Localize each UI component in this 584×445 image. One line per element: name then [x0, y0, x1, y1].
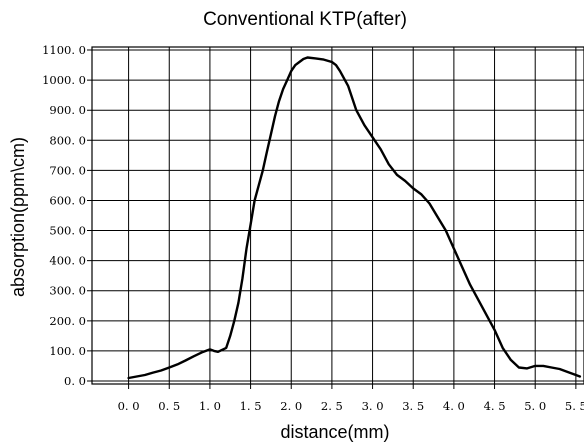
y-tick-label: 700. 0 [49, 163, 86, 177]
y-tick-label: 600. 0 [49, 193, 86, 207]
y-tick-label: 1000. 0 [42, 73, 86, 87]
x-tick-label: 5. 5 [565, 399, 584, 413]
chart-title: Conventional KTP(after) [203, 9, 407, 30]
x-tick-label: 5. 0 [524, 399, 546, 413]
y-axis-label: absorption(ppm\cm) [8, 137, 28, 297]
x-tick-label: 3. 0 [362, 399, 384, 413]
y-tick-label: 900. 0 [49, 103, 86, 117]
y-tick-label: 200. 0 [49, 314, 86, 328]
y-tick-label: 400. 0 [49, 254, 86, 268]
x-tick-label: 1. 5 [240, 399, 262, 413]
x-tick-label: 0. 5 [158, 399, 180, 413]
x-tick-label: 2. 0 [280, 399, 302, 413]
x-tick-label: 1. 0 [199, 399, 221, 413]
y-tick-label: 1100. 0 [42, 43, 86, 57]
x-tick-label: 3. 5 [402, 399, 424, 413]
x-axis-label: distance(mm) [280, 422, 389, 442]
x-axis-ticks: 0. 0 0. 5 1. 0 1. 5 2. 0 2. 5 3. 0 3. 5 4. 0 4. 5… [118, 399, 584, 413]
series-line [127, 56, 582, 380]
y-tick-label: 0. 0 [64, 374, 86, 388]
y-tick-label: 300. 0 [49, 284, 86, 298]
x-tick-label: 0. 0 [118, 399, 140, 413]
plot-frame [91, 46, 584, 385]
grid [87, 47, 584, 389]
y-axis-ticks: 0. 0 100. 0 200. 0 300. 0 400. 0 500. 0 600. 0… [42, 43, 86, 388]
y-tick-label: 800. 0 [49, 133, 86, 147]
x-tick-label: 4. 0 [443, 399, 465, 413]
y-tick-label: 100. 0 [49, 344, 86, 358]
x-tick-label: 4. 5 [484, 399, 506, 413]
y-tick-label: 500. 0 [49, 224, 86, 238]
x-tick-label: 2. 5 [321, 399, 343, 413]
